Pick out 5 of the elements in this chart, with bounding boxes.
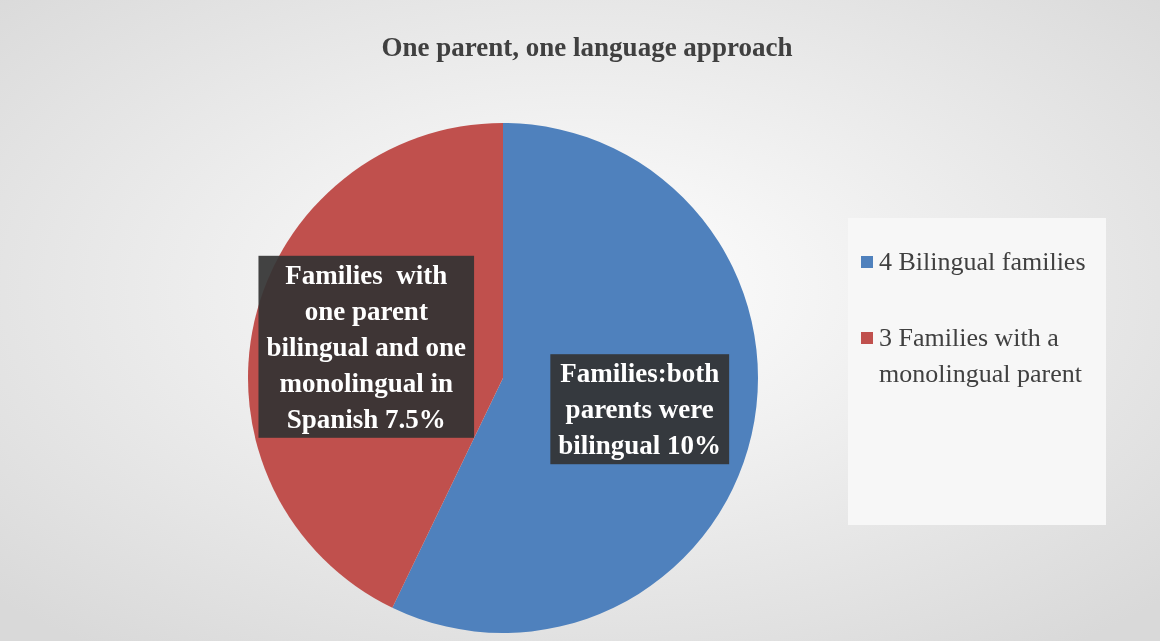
data-label: Families with one parent bilingual and one monolingual in Spanish 7.5% <box>266 259 467 434</box>
data-label: Families:both parents were bilingual 10% <box>558 358 722 461</box>
legend-label: 3 Families with a monolingual parent <box>879 323 1083 388</box>
chart-title: One parent, one language approach <box>381 32 793 62</box>
legend-label: 4 Bilingual families <box>879 247 1086 276</box>
